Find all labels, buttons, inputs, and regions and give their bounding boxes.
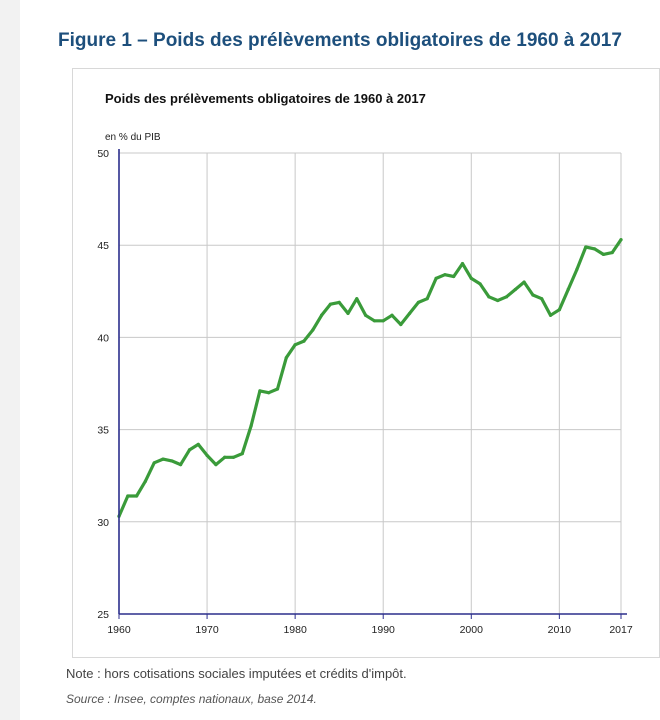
- data-point: [337, 300, 341, 304]
- data-point: [355, 297, 359, 301]
- x-tick-label: 2010: [548, 624, 572, 636]
- data-point: [487, 295, 491, 299]
- data-point: [319, 313, 324, 317]
- data-point: [443, 273, 447, 277]
- y-tick-label: 35: [97, 425, 109, 437]
- data-point: [240, 451, 244, 456]
- tick-labels: 25 30 35 40 45 50 1960 1970 1980 1990 2000 2010 2017: [97, 148, 633, 636]
- x-tick-label: 1970: [195, 624, 219, 636]
- data-point: [205, 453, 209, 458]
- data-point: [584, 245, 588, 249]
- data-point: [619, 238, 623, 242]
- y-tick-label: 25: [97, 609, 109, 621]
- data-point: [504, 295, 509, 299]
- axes: [118, 149, 627, 619]
- data-point: [434, 276, 438, 280]
- data-point: [601, 252, 605, 257]
- data-point: [460, 262, 465, 266]
- data-point: [469, 276, 473, 280]
- page: Figure 1 – Poids des prélèvements obliga…: [20, 0, 660, 720]
- data-point: [531, 293, 535, 297]
- data-point: [416, 300, 421, 304]
- y-tick-label: 45: [97, 240, 109, 252]
- data-point: [249, 424, 253, 428]
- chart-title: Poids des prélèvements obligatoires de 1…: [105, 91, 426, 106]
- y-tick-label: 40: [97, 332, 109, 344]
- figure-title: Figure 1 – Poids des prélèvements obliga…: [58, 30, 622, 51]
- x-tick-label: 1990: [372, 624, 396, 636]
- data-point: [522, 280, 526, 284]
- data-point: [328, 302, 332, 306]
- y-axis-unit-label: en % du PIB: [105, 132, 161, 143]
- data-point: [540, 297, 544, 301]
- data-point: [478, 282, 482, 286]
- data-point: [566, 287, 570, 292]
- chart-card: Poids des prélèvements obligatoires de 1…: [72, 68, 660, 658]
- series-line: [117, 238, 623, 518]
- figure-note: Note : hors cotisations sociales imputée…: [66, 666, 407, 681]
- x-tick-label: 2000: [460, 624, 484, 636]
- line-chart: Poids des prélèvements obligatoires de 1…: [97, 91, 633, 636]
- x-tick-label: 2017: [609, 624, 633, 636]
- data-point: [548, 313, 553, 317]
- data-point: [275, 387, 280, 391]
- data-point: [152, 461, 156, 465]
- data-point: [214, 463, 218, 467]
- data-point: [363, 313, 368, 317]
- data-point: [135, 494, 139, 498]
- y-tick-label: 30: [97, 517, 109, 529]
- data-point: [126, 494, 130, 498]
- data-point: [513, 287, 517, 292]
- data-point: [302, 339, 306, 343]
- figure-source: Source : Insee, comptes nationaux, base …: [66, 692, 317, 706]
- data-point: [293, 343, 297, 347]
- data-point: [170, 459, 174, 463]
- data-point: [346, 311, 350, 316]
- data-point: [161, 457, 165, 461]
- data-point: [267, 391, 271, 395]
- y-tick-label: 50: [97, 148, 109, 160]
- x-tick-label: 1960: [107, 624, 131, 636]
- data-point: [592, 247, 597, 251]
- gridlines: [119, 152, 622, 614]
- data-point: [223, 455, 227, 459]
- data-point: [425, 297, 429, 301]
- data-point: [258, 389, 262, 393]
- data-point: [557, 308, 561, 312]
- x-tick-label: 1980: [283, 624, 307, 636]
- data-point: [231, 455, 236, 459]
- data-point: [610, 250, 614, 255]
- data-point: [187, 448, 192, 452]
- data-point: [390, 313, 394, 317]
- data-point: [179, 463, 183, 467]
- data-point: [496, 298, 500, 303]
- data-point: [408, 311, 412, 316]
- data-point: [196, 442, 200, 446]
- data-point: [311, 328, 315, 332]
- data-point: [372, 319, 377, 323]
- data-point: [452, 274, 456, 279]
- series-line-group: [117, 238, 623, 518]
- data-point: [575, 267, 579, 271]
- data-point: [399, 322, 403, 327]
- data-point: [381, 319, 385, 323]
- data-point: [284, 356, 288, 360]
- data-point: [143, 479, 148, 483]
